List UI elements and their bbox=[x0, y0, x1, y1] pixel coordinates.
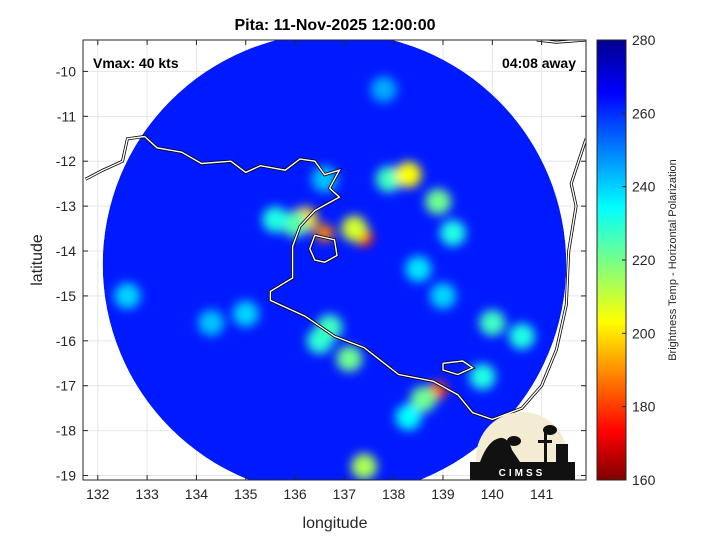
colorbar-tick-label: 180 bbox=[632, 399, 656, 415]
convection-cell bbox=[262, 206, 289, 233]
coastline-segment bbox=[536, 40, 586, 43]
convection-cell bbox=[469, 363, 496, 390]
y-tick-label: -11 bbox=[57, 108, 76, 124]
colorbar-ticks: 160 180 200 220 240 260 280 bbox=[622, 32, 656, 488]
x-tick-label: 133 bbox=[135, 486, 159, 502]
convection-cell bbox=[508, 323, 535, 350]
x-tick-label: 134 bbox=[185, 486, 209, 502]
colorbar-tick-label: 240 bbox=[632, 179, 656, 195]
convection-cell bbox=[336, 345, 363, 372]
convection-cell bbox=[114, 282, 141, 309]
coastline-segment bbox=[309, 234, 338, 263]
colorbar-label: Brightness Temp - Horizontal Polarizatio… bbox=[667, 159, 679, 361]
y-tick-label: -13 bbox=[56, 198, 76, 214]
convection-cell bbox=[395, 161, 422, 188]
convection-cell bbox=[410, 386, 437, 413]
swath-disk bbox=[102, 40, 567, 480]
coastline bbox=[84, 40, 586, 421]
y-axis-label: latitude bbox=[29, 234, 46, 286]
convection-cell bbox=[405, 255, 432, 282]
y-tick-label: -19 bbox=[56, 468, 76, 484]
y-axis-ticks: -10 -11 -12 -13 -14 -15 -16 -17 -18 -19 bbox=[56, 63, 586, 484]
convection-cell bbox=[395, 404, 422, 431]
coastline-segment bbox=[442, 360, 475, 376]
convection-cell bbox=[425, 188, 452, 215]
plot-frame bbox=[82, 39, 587, 481]
svg-text:CIMSS: CIMSS bbox=[499, 468, 546, 479]
x-tick-label: 135 bbox=[234, 486, 258, 502]
convection-cell bbox=[232, 300, 259, 327]
coastline-segment bbox=[85, 135, 586, 421]
chart-title: Pita: 11-Nov-2025 12:00:00 bbox=[235, 17, 436, 34]
vmax-annotation: Vmax: 40 kts bbox=[93, 55, 179, 71]
convection-cell bbox=[282, 211, 309, 238]
convection-cell bbox=[439, 220, 466, 247]
x-tick-label: 137 bbox=[333, 486, 357, 502]
convection-cell bbox=[198, 309, 225, 336]
colorbar bbox=[596, 39, 627, 481]
y-tick-label: -14 bbox=[56, 243, 76, 259]
y-tick-label: -15 bbox=[56, 288, 76, 304]
convection-cell bbox=[341, 215, 368, 242]
x-tick-label: 136 bbox=[283, 486, 307, 502]
y-tick-label: -17 bbox=[56, 378, 76, 394]
colorbar-tick-label: 160 bbox=[632, 472, 656, 488]
convection-cell bbox=[429, 282, 456, 309]
convection-cell bbox=[375, 166, 402, 193]
time-away-annotation: 04:08 away bbox=[502, 55, 576, 71]
y-tick-label: -16 bbox=[56, 333, 76, 349]
convection-cell bbox=[351, 453, 378, 480]
convection-cell bbox=[316, 314, 343, 341]
x-tick-label: 141 bbox=[530, 486, 554, 502]
x-axis-label: longitude bbox=[303, 515, 368, 532]
colorbar-tick-label: 200 bbox=[632, 325, 656, 341]
colorbar-tick-label: 280 bbox=[632, 32, 656, 48]
colorbar-tick-label: 260 bbox=[632, 105, 656, 121]
x-tick-label: 138 bbox=[382, 486, 406, 502]
x-tick-label: 140 bbox=[481, 486, 505, 502]
y-tick-label: -18 bbox=[56, 423, 76, 439]
x-tick-label: 139 bbox=[431, 486, 455, 502]
y-tick-label: -12 bbox=[56, 153, 76, 169]
convection-cell bbox=[370, 76, 397, 103]
convection-cell bbox=[479, 309, 506, 336]
x-axis-ticks: 132 133 134 135 136 137 138 139 140 141 bbox=[86, 40, 554, 502]
x-tick-label: 132 bbox=[86, 486, 110, 502]
colorbar-tick-label: 220 bbox=[632, 252, 656, 268]
cimss-logo: CIMSS bbox=[470, 412, 575, 480]
y-tick-label: -10 bbox=[56, 63, 76, 79]
